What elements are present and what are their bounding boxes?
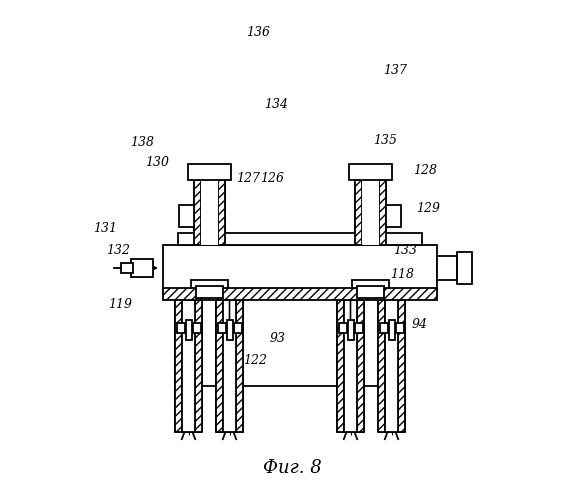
Bar (339, 323, 346, 333)
Bar (178, 233, 422, 245)
Bar (227, 320, 232, 340)
Text: 135: 135 (373, 134, 397, 146)
Bar (347, 320, 353, 340)
Text: 118: 118 (128, 268, 152, 281)
Bar (223, 300, 236, 432)
Bar (188, 164, 231, 180)
Bar (201, 180, 218, 245)
Bar (179, 205, 194, 227)
Bar (357, 300, 364, 432)
Text: 94: 94 (412, 318, 428, 332)
Text: 137: 137 (383, 64, 407, 76)
Text: 136: 136 (246, 26, 270, 38)
Bar (236, 300, 243, 432)
Bar (379, 180, 386, 245)
Text: 138: 138 (130, 136, 154, 148)
Bar (378, 300, 385, 432)
Text: 132: 132 (106, 244, 130, 256)
Text: 131: 131 (93, 222, 117, 234)
Bar (395, 323, 404, 333)
Bar (388, 320, 395, 340)
Bar (193, 323, 200, 333)
Text: 122: 122 (243, 354, 267, 366)
Text: 93: 93 (270, 332, 286, 344)
Bar (362, 180, 379, 245)
Bar (216, 300, 223, 432)
Bar (121, 263, 133, 273)
Bar (352, 280, 389, 288)
Bar (344, 300, 357, 432)
Bar (196, 286, 223, 298)
Text: 133: 133 (393, 244, 417, 256)
Bar (386, 205, 401, 227)
Bar (186, 320, 192, 340)
Text: 118: 118 (390, 268, 414, 281)
Bar (195, 300, 202, 432)
Bar (191, 280, 228, 288)
Bar (163, 245, 437, 290)
Bar (131, 259, 153, 277)
Text: 128: 128 (413, 164, 437, 176)
Bar (175, 300, 182, 432)
Bar (337, 300, 344, 432)
Text: 127: 127 (236, 172, 260, 184)
Text: 134: 134 (264, 98, 288, 112)
Bar (437, 256, 457, 280)
Bar (182, 300, 195, 432)
Bar (194, 180, 201, 245)
Bar (218, 180, 225, 245)
Bar (354, 323, 363, 333)
Bar (176, 323, 185, 333)
Text: 130: 130 (145, 156, 169, 168)
Text: 129: 129 (416, 202, 440, 214)
Text: 126: 126 (260, 172, 284, 184)
Bar (349, 164, 392, 180)
Bar (163, 288, 437, 300)
Bar (357, 286, 384, 298)
Bar (355, 180, 362, 245)
Bar (217, 323, 225, 333)
Text: 119: 119 (108, 298, 132, 312)
Bar (398, 300, 405, 432)
Bar (234, 323, 242, 333)
Bar (385, 300, 398, 432)
Text: Фиг. 8: Фиг. 8 (263, 459, 321, 477)
Bar (457, 252, 472, 284)
Bar (380, 323, 388, 333)
